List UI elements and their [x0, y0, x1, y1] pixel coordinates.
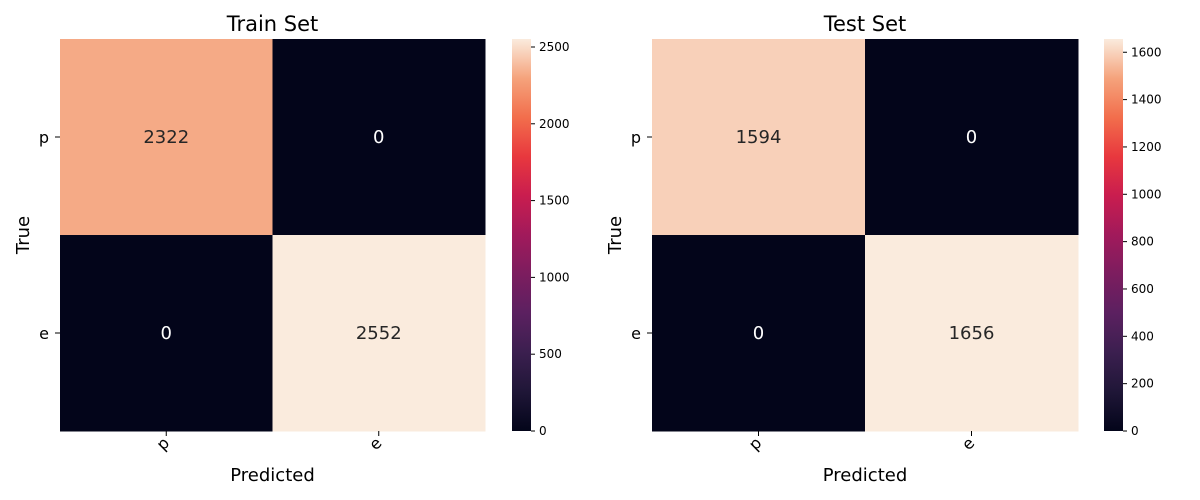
heatmap-cell: [865, 39, 1079, 236]
colorbar-tick-label: 2500: [539, 40, 570, 54]
heatmap-cell: [272, 235, 486, 432]
cell-value-label: 0: [753, 323, 764, 344]
colorbar-ticks: 0 200 400 600 800 1000 1200 1400 1600: [1123, 45, 1162, 438]
cell-labels: 1594 0 0 1656: [736, 127, 995, 344]
colorbar-tick-label: 1200: [1131, 140, 1162, 154]
y-axis: pe: [39, 128, 60, 343]
cell-value-label: 0: [373, 127, 384, 148]
colorbar: 0 500 1000 1500 2000 2500: [512, 39, 570, 438]
heatmap-cells: [60, 39, 486, 432]
colorbar-tick-label: 1400: [1131, 93, 1162, 107]
y-axis-label: True: [605, 216, 626, 255]
colorbar-tick-label: 0: [1131, 424, 1139, 438]
y-tick-label: e: [39, 324, 49, 343]
x-axis-label: Predicted: [230, 465, 315, 486]
colorbar-ticks: 0 500 1000 1500 2000 2500: [531, 40, 570, 438]
chart-title: Test Set: [823, 12, 907, 36]
x-axis-label: Predicted: [823, 465, 908, 486]
heatmap-cells: [652, 39, 1079, 432]
y-tick-label: p: [631, 128, 641, 147]
x-tick-label: e: [365, 433, 385, 453]
x-tick-label: e: [958, 433, 978, 453]
y-axis-label: True: [13, 216, 34, 255]
cell-value-label: 0: [966, 127, 977, 148]
cell-value-label: 1656: [949, 323, 995, 344]
colorbar-tick-label: 500: [539, 347, 562, 361]
colorbar-tick-label: 0: [539, 424, 547, 438]
heatmap-cell: [272, 39, 486, 236]
chart-title: Train Set: [226, 12, 319, 36]
heatmap-cell: [652, 235, 866, 432]
colorbar-gradient: [1104, 39, 1123, 431]
heatmap-cell: [652, 39, 866, 236]
cell-value-label: 2552: [356, 323, 402, 344]
cell-value-label: 2322: [143, 127, 189, 148]
x-tick-label: p: [152, 433, 173, 454]
colorbar-gradient: [512, 39, 531, 431]
colorbar-tick-label: 800: [1131, 235, 1154, 249]
y-tick-label: e: [631, 324, 641, 343]
heatmap-cell: [60, 39, 273, 236]
colorbar: 0 200 400 600 800 1000 1200 1400 1600: [1104, 39, 1162, 438]
y-axis: pe: [631, 128, 652, 343]
cell-value-label: 0: [161, 323, 172, 344]
colorbar-tick-label: 2000: [539, 117, 570, 131]
heatmap-cell: [60, 235, 273, 432]
colorbar-tick-label: 1000: [539, 270, 570, 284]
heatmap-cell: [865, 235, 1079, 432]
colorbar-tick-label: 600: [1131, 282, 1154, 296]
colorbar-tick-label: 400: [1131, 329, 1154, 343]
colorbar-tick-label: 1000: [1131, 187, 1162, 201]
y-tick-label: p: [39, 128, 49, 147]
colorbar-tick-label: 200: [1131, 377, 1154, 391]
cell-labels: 2322 0 0 2552: [143, 127, 401, 344]
cell-value-label: 1594: [736, 127, 782, 148]
colorbar-tick-label: 1600: [1131, 45, 1162, 59]
colorbar-tick-label: 1500: [539, 194, 570, 208]
x-tick-label: p: [745, 433, 766, 454]
